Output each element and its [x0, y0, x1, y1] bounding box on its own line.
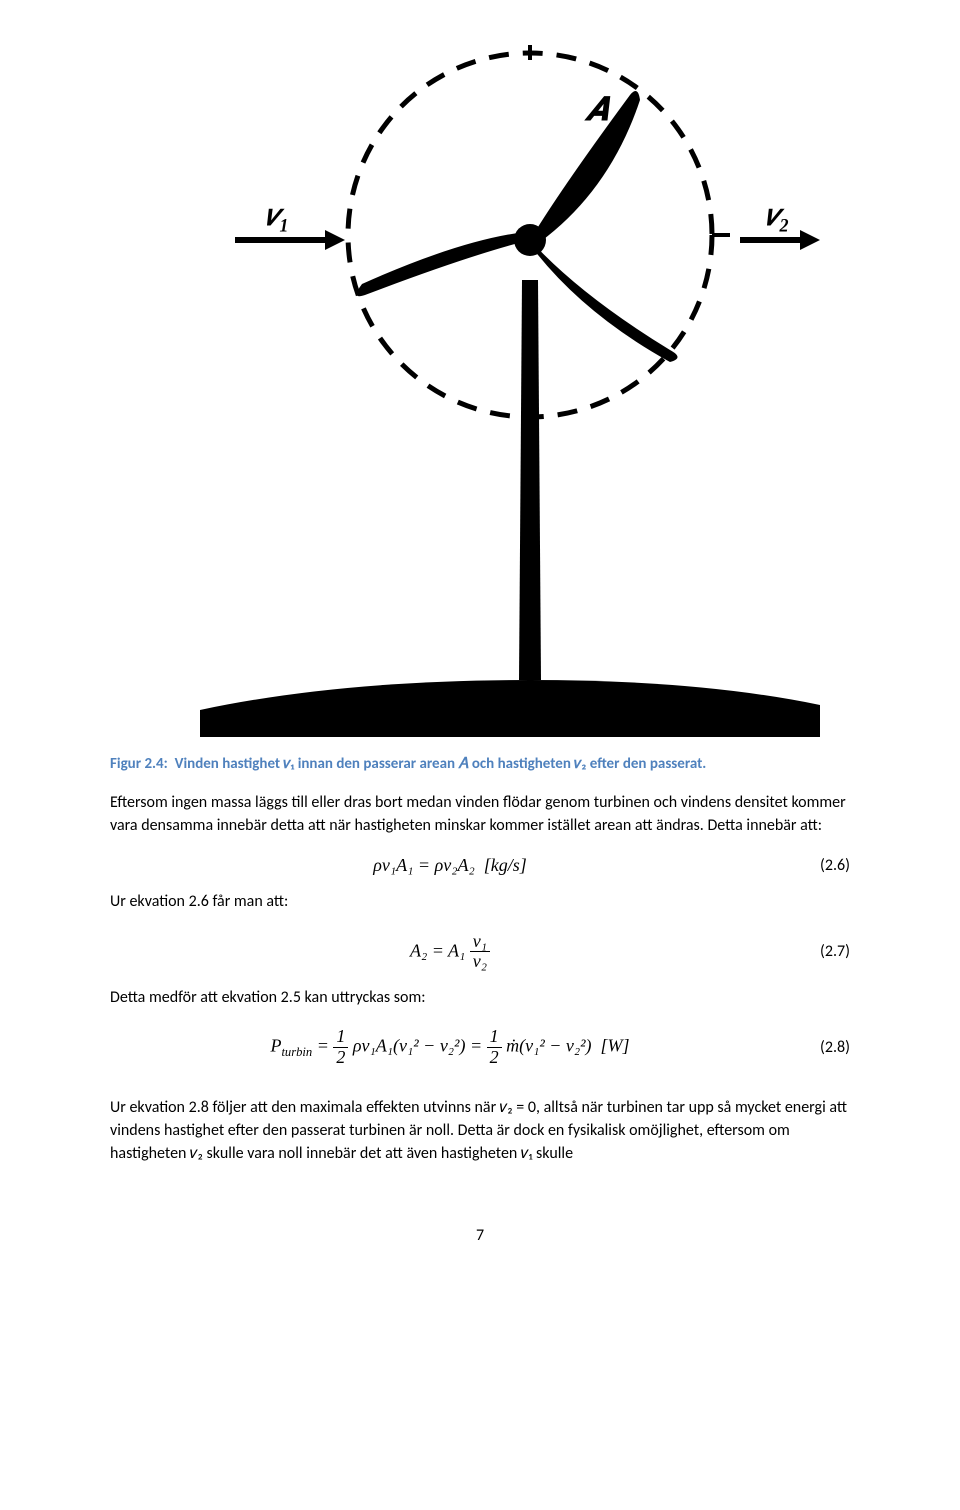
eq27-den: v₂	[470, 952, 490, 972]
label-v1: 𝑣₁	[265, 199, 290, 232]
equation-2-6: ρv₁A₁ = ρv₂A₂ [kg/s] (2.6)	[110, 855, 850, 876]
eq28-half-2: 1 2	[487, 1027, 502, 1068]
arrow-v2	[740, 230, 820, 250]
page-number: 7	[80, 1226, 880, 1245]
eq27-number: (2.7)	[790, 942, 850, 961]
eq28-mid1: ρv₁A₁(v₁² − v₂²) =	[353, 1036, 487, 1056]
label-v2: 𝑣₂	[765, 199, 790, 232]
eq28-eq1: =	[317, 1036, 334, 1056]
eq28-half1-den: 2	[333, 1048, 348, 1068]
equation-2-8: Pturbin = 1 2 ρv₁A₁(v₁² − v₂²) = 1 2 ṁ(v…	[110, 1027, 850, 1068]
eq28-half1-num: 1	[333, 1027, 348, 1048]
ground	[200, 680, 820, 730]
eq27-prefix: A₂ = A₁	[410, 940, 465, 960]
eq28-half2-den: 2	[487, 1048, 502, 1068]
figure-wind-turbine: 𝑣₁ 𝑣₂ 𝑨	[80, 40, 880, 745]
paragraph-2: Ur ekvation 2.6 får man att:	[110, 890, 850, 913]
ground-base	[200, 725, 820, 737]
paragraph-3: Detta medför att ekvation 2.5 kan uttryc…	[110, 986, 850, 1009]
turbine-diagram-svg: 𝑣₁ 𝑣₂ 𝑨	[140, 40, 820, 740]
label-A: 𝑨	[584, 91, 611, 127]
eq27-body: A₂ = A₁ v₁ v₂	[110, 932, 790, 973]
eq28-mid2: ṁ(v₁² − v₂²) [W]	[506, 1036, 629, 1056]
equation-2-7: A₂ = A₁ v₁ v₂ (2.7)	[110, 932, 850, 973]
eq28-number: (2.8)	[790, 1038, 850, 1057]
eq28-half-1: 1 2	[333, 1027, 348, 1068]
paragraph-1: Eftersom ingen massa läggs till eller dr…	[110, 791, 850, 837]
arrow-v1	[235, 230, 345, 250]
eq26-body: ρv₁A₁ = ρv₂A₂ [kg/s]	[110, 855, 790, 876]
figure-caption: Figur 2.4: Vinden hastighet 𝑣₁ innan den…	[110, 755, 850, 773]
turbine-tower	[519, 280, 541, 680]
turbine-blades	[357, 91, 678, 362]
eq28-half2-num: 1	[487, 1027, 502, 1048]
paragraph-4: Ur ekvation 2.8 följer att den maximala …	[110, 1096, 850, 1166]
eq28-body: Pturbin = 1 2 ρv₁A₁(v₁² − v₂²) = 1 2 ṁ(v…	[110, 1027, 790, 1068]
eq28-lhs-sub: turbin	[281, 1045, 312, 1059]
eq27-fraction: v₁ v₂	[470, 932, 490, 973]
eq26-number: (2.6)	[790, 856, 850, 875]
eq28-lhs: P	[270, 1036, 281, 1056]
eq26-text: ρv₁A₁ = ρv₂A₂ [kg/s]	[373, 855, 526, 875]
eq27-num: v₁	[470, 932, 490, 953]
